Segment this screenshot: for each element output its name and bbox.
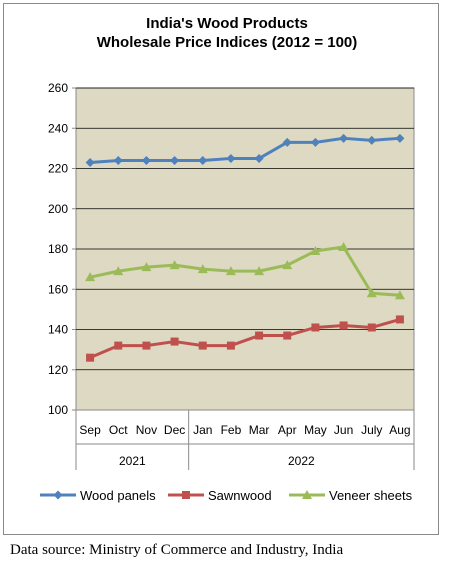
y-tick-label: 220 xyxy=(48,162,68,176)
legend-marker-veneer-sheets xyxy=(302,490,312,499)
x-tick-label: Oct xyxy=(109,423,128,437)
x-tick-label: May xyxy=(304,423,327,437)
data-point-sawnwood xyxy=(142,341,151,350)
x-tick-label: Jun xyxy=(334,423,353,437)
x-tick-label: Jan xyxy=(193,423,212,437)
y-tick-label: 180 xyxy=(48,242,68,256)
data-point-sawnwood xyxy=(339,321,348,330)
data-point-veneer-sheets xyxy=(254,266,265,276)
chart-title: India's Wood Products Wholesale Price In… xyxy=(0,14,454,52)
data-point-sawnwood xyxy=(311,323,320,332)
y-tick-label: 140 xyxy=(48,323,68,337)
data-point-sawnwood xyxy=(114,341,123,350)
chart-title-line-1: India's Wood Products xyxy=(146,15,308,32)
data-point-sawnwood xyxy=(226,341,235,350)
data-point-veneer-sheets xyxy=(169,260,180,270)
y-tick-label: 120 xyxy=(48,363,68,377)
data-point-wood-panels xyxy=(198,155,208,165)
chart-title-line-2: Wholesale Price Indices (2012 = 100) xyxy=(96,34,358,51)
data-point-veneer-sheets xyxy=(85,272,96,282)
data-point-wood-panels xyxy=(170,155,180,165)
data-point-wood-panels xyxy=(367,135,377,145)
x-tick-label: Apr xyxy=(278,423,297,437)
data-point-veneer-sheets xyxy=(338,241,349,251)
legend-marker-sawnwood xyxy=(182,491,190,499)
legend-label-veneer-sheets: Veneer sheets xyxy=(329,488,413,503)
y-tick-label: 200 xyxy=(48,202,68,216)
data-point-veneer-sheets xyxy=(197,264,208,274)
year-label: 2022 xyxy=(288,454,315,468)
x-tick-label: Sep xyxy=(79,423,101,437)
data-point-wood-panels xyxy=(395,133,405,143)
data-point-sawnwood xyxy=(255,331,264,340)
data-point-wood-panels xyxy=(339,133,349,143)
data-point-wood-panels xyxy=(254,153,264,163)
data-point-wood-panels xyxy=(310,137,320,147)
data-point-veneer-sheets xyxy=(394,290,405,300)
data-point-veneer-sheets xyxy=(225,266,236,276)
x-tick-label: Mar xyxy=(249,423,270,437)
legend-marker-wood-panels xyxy=(53,490,63,500)
series-line-sawnwood xyxy=(89,317,401,360)
x-tick-label: Aug xyxy=(389,423,410,437)
data-point-wood-panels xyxy=(141,155,151,165)
legend-label-sawnwood: Sawnwood xyxy=(208,488,272,503)
y-tick-label: 240 xyxy=(48,121,68,135)
data-point-wood-panels xyxy=(85,157,95,167)
data-point-veneer-sheets xyxy=(113,266,124,276)
x-tick-label: July xyxy=(361,423,382,437)
x-tick-label: Feb xyxy=(221,423,242,437)
data-point-sawnwood xyxy=(283,331,292,340)
x-tick-label: Nov xyxy=(136,423,157,437)
x-tick-label: Dec xyxy=(164,423,185,437)
y-tick-label: 100 xyxy=(48,403,68,417)
data-point-sawnwood xyxy=(367,323,376,332)
data-point-wood-panels xyxy=(113,155,123,165)
data-point-sawnwood xyxy=(170,337,179,346)
source-note: Data source: Ministry of Commerce and In… xyxy=(10,542,344,558)
data-point-sawnwood xyxy=(198,341,207,350)
series-line-veneer-sheets xyxy=(89,245,401,297)
data-point-veneer-sheets xyxy=(141,262,152,272)
data-point-sawnwood xyxy=(395,315,404,324)
data-point-veneer-sheets xyxy=(310,246,321,256)
y-tick-label: 160 xyxy=(48,282,68,296)
year-label: 2021 xyxy=(119,454,146,468)
data-point-wood-panels xyxy=(282,137,292,147)
data-point-veneer-sheets xyxy=(366,288,377,298)
data-point-wood-panels xyxy=(226,153,236,163)
series-line-wood-panels xyxy=(89,136,401,164)
data-point-veneer-sheets xyxy=(282,260,293,270)
legend-label-wood-panels: Wood panels xyxy=(80,488,156,503)
data-point-sawnwood xyxy=(86,353,95,362)
y-tick-label: 260 xyxy=(48,81,68,95)
